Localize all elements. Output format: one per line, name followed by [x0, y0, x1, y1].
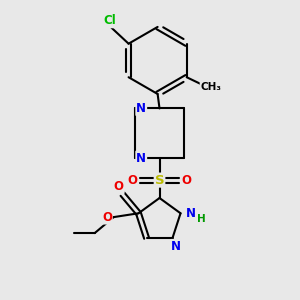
Text: CH₃: CH₃	[200, 82, 221, 92]
Text: H: H	[197, 214, 206, 224]
Text: S: S	[155, 174, 164, 187]
Text: O: O	[182, 174, 192, 187]
Text: O: O	[128, 174, 137, 187]
Text: N: N	[171, 240, 181, 253]
Text: O: O	[114, 180, 124, 193]
Text: O: O	[102, 211, 112, 224]
Text: N: N	[136, 152, 146, 164]
Text: N: N	[186, 207, 196, 220]
Text: N: N	[136, 102, 146, 115]
Text: Cl: Cl	[103, 14, 116, 27]
